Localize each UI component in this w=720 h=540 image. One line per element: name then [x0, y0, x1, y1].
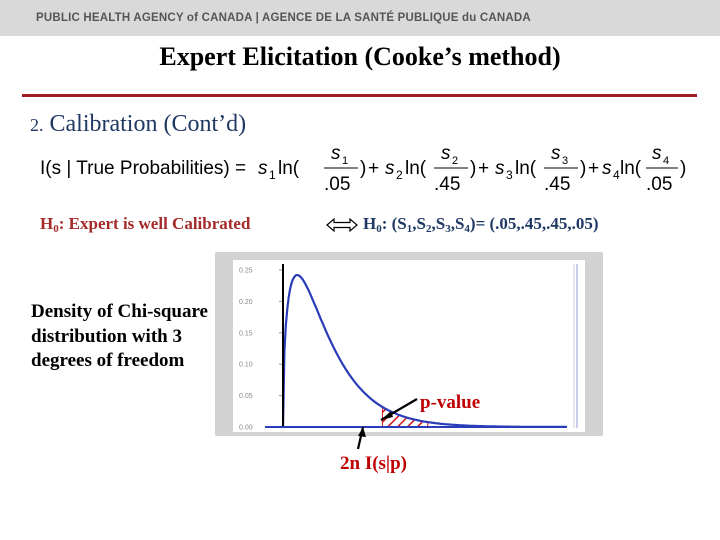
pvalue-pointer-head — [381, 411, 393, 420]
formula-s3-sub: 3 — [506, 168, 513, 182]
formula-num2: s — [441, 144, 451, 164]
formula-lhs: I(s | True Probabilities) = — [40, 158, 246, 179]
null-hypothesis-statement: H0: Expert is well Calibrated — [40, 214, 250, 235]
formula-den4: .05 — [646, 174, 672, 195]
formula-num4: s — [652, 144, 662, 164]
y-tick-label: 0.15 — [239, 330, 253, 337]
formula-s2: s — [385, 158, 395, 179]
h0r-s1: 1 — [406, 223, 413, 235]
y-tick-label: 0.10 — [239, 362, 253, 369]
h0r-a: : (S — [381, 214, 407, 233]
density-description: Density of Chi-square distribution with … — [31, 301, 208, 372]
formula-den3: .45 — [544, 174, 570, 195]
formula-s2-sub: 2 — [396, 168, 403, 182]
formula-close3: ) — [580, 158, 586, 179]
formula-den1: .05 — [324, 174, 350, 195]
formula-ln1: ln( — [278, 158, 300, 179]
agency-banner: PUBLIC HEALTH AGENCY of CANADA | AGENCE … — [0, 0, 720, 36]
h0r-label: H — [363, 214, 377, 233]
section-number: 2. — [30, 115, 44, 135]
formula: I(s | True Probabilities) = s 1 ln( s 1 … — [40, 143, 690, 196]
h0r-d: ,S — [450, 214, 465, 233]
formula-plus3: + — [588, 158, 599, 179]
h0r-e: )= (.05,.45,.45,.05) — [469, 214, 599, 233]
formula-ln3: ln( — [515, 158, 537, 179]
h0r-sub: 0 — [376, 223, 382, 235]
formula-ln4: ln( — [620, 158, 642, 179]
h0r-b: ,S — [412, 214, 426, 233]
h0-label: H — [40, 214, 54, 233]
formula-ln2: ln( — [405, 158, 427, 179]
formula-num2-sub: 2 — [452, 155, 458, 167]
agency-name: PUBLIC HEALTH AGENCY of CANADA | AGENCE … — [36, 12, 531, 24]
statistic-label: 2n I(s|p) — [340, 453, 408, 474]
formula-close1: ) — [360, 158, 366, 179]
formula-num3: s — [551, 144, 561, 164]
y-tick-label: 0.25 — [239, 268, 253, 275]
statistic-pointer-head — [358, 427, 366, 437]
y-tick-label: 0.05 — [239, 393, 253, 400]
pvalue-label: p-value — [420, 392, 481, 413]
formula-svg: I(s | True Probabilities) = s 1 ln( s 1 … — [40, 143, 686, 195]
h0r-s3: 3 — [445, 223, 451, 235]
double-arrow-icon — [326, 217, 358, 233]
formula-s3: s — [495, 158, 505, 179]
h0r-c: ,S — [431, 214, 446, 233]
null-hypothesis-values: H0: (S1,S2,S3,S4)= (.05,.45,.45,.05) — [363, 214, 599, 235]
y-tick-label: 0.20 — [239, 299, 253, 306]
formula-plus1: + — [368, 158, 379, 179]
h0r-s2: 2 — [425, 223, 432, 235]
formula-s1: s — [258, 158, 268, 179]
h0r-s4: 4 — [464, 223, 470, 235]
formula-close2: ) — [470, 158, 476, 179]
h0-sub: 0 — [53, 223, 59, 235]
section-heading: 2. Calibration (Cont’d) — [30, 111, 246, 138]
formula-num1: s — [331, 144, 341, 164]
formula-s4-sub: 4 — [613, 168, 620, 182]
formula-s1-sub: 1 — [269, 168, 276, 182]
formula-plus2: + — [478, 158, 489, 179]
formula-num1-sub: 1 — [342, 155, 348, 167]
formula-den2: .45 — [434, 174, 460, 195]
h0-text: : Expert is well Calibrated — [58, 214, 251, 233]
formula-num3-sub: 3 — [562, 155, 568, 167]
formula-close4: ) — [680, 158, 686, 179]
formula-num4-sub: 4 — [663, 155, 669, 167]
section-label: Calibration (Cont’d) — [49, 111, 247, 137]
y-tick-label: 0.00 — [239, 425, 253, 432]
title-divider — [22, 94, 697, 97]
slide-title: Expert Elicitation (Cooke’s method) — [159, 42, 561, 71]
formula-s4: s — [602, 158, 612, 179]
